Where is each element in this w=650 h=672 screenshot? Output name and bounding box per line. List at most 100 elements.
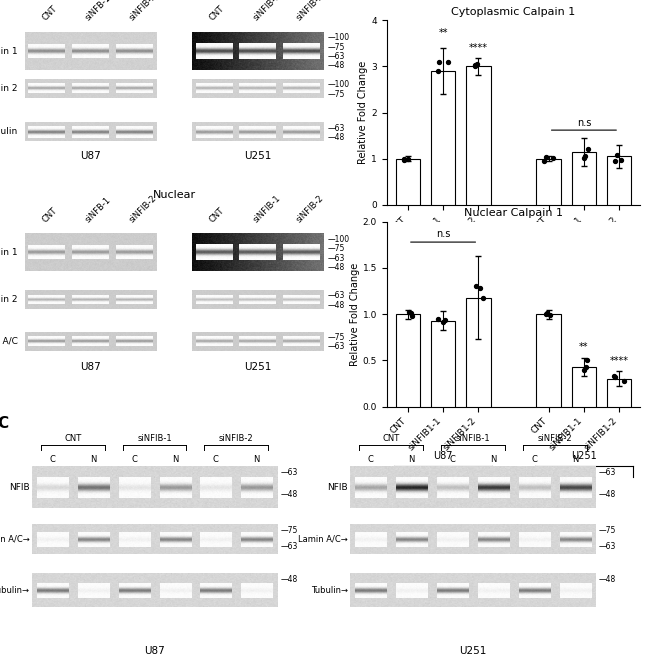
Text: —48: —48 bbox=[328, 133, 345, 142]
Text: U251: U251 bbox=[244, 362, 271, 372]
Text: —48: —48 bbox=[328, 300, 345, 310]
Text: CNT: CNT bbox=[207, 206, 226, 224]
Text: —48: —48 bbox=[280, 575, 298, 583]
Bar bbox=[466, 67, 491, 205]
Text: U87: U87 bbox=[434, 451, 453, 461]
Text: Tubulin→: Tubulin→ bbox=[0, 586, 29, 595]
Text: Lamin A/C: Lamin A/C bbox=[0, 337, 18, 345]
Text: —75: —75 bbox=[328, 244, 345, 253]
Point bbox=[471, 281, 482, 292]
Text: —63: —63 bbox=[328, 342, 345, 351]
Point bbox=[541, 152, 551, 163]
Text: —63: —63 bbox=[328, 253, 345, 263]
Text: NFIB: NFIB bbox=[328, 483, 348, 492]
Bar bbox=[607, 379, 631, 407]
Point bbox=[440, 314, 450, 325]
Text: siNFIB-2: siNFIB-2 bbox=[219, 433, 254, 443]
Text: n.s: n.s bbox=[436, 229, 450, 239]
Point bbox=[541, 308, 551, 319]
Text: CNT: CNT bbox=[383, 433, 400, 443]
Point bbox=[404, 306, 414, 317]
Text: —100: —100 bbox=[328, 33, 350, 42]
Point bbox=[399, 154, 410, 165]
Text: C: C bbox=[0, 416, 8, 431]
Text: siNFIB-2: siNFIB-2 bbox=[127, 0, 159, 23]
Text: Calpain 2: Calpain 2 bbox=[0, 84, 18, 93]
Text: U251: U251 bbox=[571, 247, 597, 257]
Point bbox=[406, 308, 416, 319]
Text: siNFIB-1: siNFIB-1 bbox=[137, 433, 172, 443]
Text: U87: U87 bbox=[80, 151, 101, 161]
Text: CNT: CNT bbox=[207, 4, 226, 23]
Text: —100: —100 bbox=[328, 80, 350, 89]
Text: N: N bbox=[90, 455, 96, 464]
Point bbox=[539, 155, 549, 166]
Text: Lamin A/C→: Lamin A/C→ bbox=[298, 535, 348, 544]
Text: C: C bbox=[368, 455, 374, 464]
Bar bbox=[466, 298, 491, 407]
Text: siNFIB-2: siNFIB-2 bbox=[127, 194, 159, 224]
Y-axis label: Relative Fold Change: Relative Fold Change bbox=[350, 263, 360, 366]
Text: —75: —75 bbox=[599, 526, 616, 535]
Text: Lamin A/C→: Lamin A/C→ bbox=[0, 535, 29, 544]
Title: Nuclear Calpain 1: Nuclear Calpain 1 bbox=[464, 208, 563, 218]
Text: U251: U251 bbox=[571, 451, 597, 461]
Text: Calpain 1: Calpain 1 bbox=[0, 248, 18, 257]
Point bbox=[580, 362, 591, 372]
Bar bbox=[571, 152, 596, 205]
Text: Tubulin→: Tubulin→ bbox=[311, 586, 348, 595]
Text: —75: —75 bbox=[328, 42, 345, 52]
Point bbox=[406, 310, 417, 321]
Y-axis label: Relative Fold Change: Relative Fold Change bbox=[359, 61, 369, 164]
Point bbox=[470, 61, 480, 72]
Text: —63: —63 bbox=[328, 124, 345, 132]
Text: C: C bbox=[532, 455, 538, 464]
Text: N: N bbox=[172, 455, 178, 464]
Point bbox=[610, 156, 621, 167]
Bar bbox=[607, 157, 631, 205]
Point bbox=[433, 65, 443, 76]
Point bbox=[434, 56, 445, 67]
Bar bbox=[536, 159, 561, 205]
Bar bbox=[431, 321, 456, 407]
Bar bbox=[571, 367, 596, 407]
Text: —48: —48 bbox=[599, 490, 616, 499]
Text: —63: —63 bbox=[280, 468, 298, 477]
Point bbox=[610, 372, 620, 382]
Text: siNFB-1: siNFB-1 bbox=[84, 196, 113, 224]
Bar bbox=[396, 314, 420, 407]
Text: CNT: CNT bbox=[64, 433, 81, 443]
Point bbox=[470, 59, 480, 70]
Point bbox=[608, 371, 619, 382]
Text: —63: —63 bbox=[599, 542, 616, 551]
Point bbox=[582, 144, 593, 155]
Text: N: N bbox=[490, 455, 497, 464]
Text: n.s: n.s bbox=[577, 118, 591, 128]
Point bbox=[616, 155, 627, 165]
Point bbox=[548, 153, 558, 163]
Point bbox=[580, 151, 591, 161]
Text: N: N bbox=[572, 455, 578, 464]
Text: —75: —75 bbox=[328, 333, 345, 341]
Text: siNFIB-1: siNFIB-1 bbox=[252, 194, 282, 224]
Text: Calpain 2: Calpain 2 bbox=[0, 295, 18, 304]
Text: —48: —48 bbox=[280, 490, 298, 499]
Title: Cytoplasmic Calpain 1: Cytoplasmic Calpain 1 bbox=[451, 7, 576, 17]
Text: C: C bbox=[450, 455, 456, 464]
Text: C: C bbox=[131, 455, 137, 464]
Point bbox=[612, 150, 623, 161]
Point bbox=[578, 365, 589, 376]
Point bbox=[619, 376, 629, 387]
Text: —100: —100 bbox=[328, 235, 350, 244]
Text: U87: U87 bbox=[80, 362, 101, 372]
Point bbox=[443, 57, 453, 68]
Point bbox=[542, 308, 552, 319]
Text: Tubulin: Tubulin bbox=[0, 128, 18, 136]
Text: siNFIB-2: siNFIB-2 bbox=[295, 0, 326, 23]
Text: —48: —48 bbox=[328, 61, 345, 71]
Text: **: ** bbox=[438, 28, 448, 38]
Text: **: ** bbox=[579, 342, 589, 352]
Text: Calpain 1: Calpain 1 bbox=[0, 46, 18, 56]
Text: ****: **** bbox=[610, 356, 629, 366]
Text: U251: U251 bbox=[244, 151, 271, 161]
